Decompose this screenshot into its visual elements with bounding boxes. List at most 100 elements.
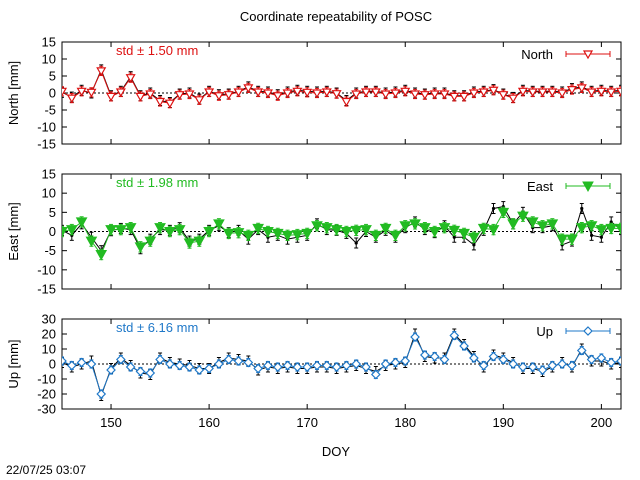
- data-point: [135, 92, 146, 102]
- data-layer: [62, 328, 621, 401]
- data-point: [114, 225, 127, 236]
- data-point: [96, 67, 107, 77]
- data-point: [154, 223, 166, 234]
- data-point: [165, 359, 175, 369]
- data-point: [566, 234, 578, 246]
- legend-label: Up: [536, 324, 553, 339]
- legend-label: North: [521, 47, 553, 62]
- timestamp: 22/07/25 03:07: [6, 463, 86, 477]
- data-point: [518, 362, 528, 372]
- data-point: [311, 89, 323, 99]
- y-tick-label: 10: [42, 52, 56, 67]
- data-point: [361, 362, 371, 372]
- data-point: [164, 227, 176, 238]
- y-tick-label: 0: [49, 357, 56, 372]
- data-point: [184, 362, 195, 372]
- data-point: [281, 230, 294, 242]
- data-layer: [62, 201, 621, 261]
- legend-marker: [582, 50, 594, 60]
- data-point: [350, 225, 363, 237]
- y-tick-label: 20: [42, 327, 56, 342]
- data-point: [115, 354, 126, 365]
- data-point: [576, 345, 587, 356]
- data-point: [174, 360, 185, 371]
- y-axis-label: East [mm]: [6, 202, 21, 261]
- data-point: [575, 223, 588, 234]
- data-point: [419, 91, 430, 100]
- data-point: [409, 219, 421, 230]
- data-point: [135, 366, 146, 377]
- data-point: [262, 89, 273, 99]
- data-point: [86, 359, 97, 369]
- data-point: [62, 356, 67, 366]
- panel-north: 15 10 5 0 -5 -10 -15 North [mm] std ± 1.50 mm Nor…: [6, 35, 622, 152]
- data-point: [360, 225, 372, 236]
- data-point: [272, 92, 283, 101]
- reference-point: [589, 233, 594, 237]
- data-point: [606, 357, 617, 368]
- data-point: [360, 88, 372, 98]
- data-point: [410, 332, 420, 342]
- data-point: [164, 99, 175, 109]
- data-point: [214, 359, 224, 369]
- data-point: [292, 87, 303, 97]
- data-point: [321, 88, 332, 98]
- data-point: [419, 223, 431, 234]
- data-point: [389, 230, 402, 242]
- data-point: [537, 88, 548, 98]
- data-point: [312, 360, 322, 371]
- y-tick-label: 10: [42, 342, 56, 357]
- reference-point: [354, 241, 358, 245]
- data-point: [478, 360, 489, 371]
- data-point: [507, 219, 519, 230]
- data-point: [233, 88, 244, 98]
- data-point: [65, 225, 78, 236]
- y-tick-label: -10: [37, 372, 56, 387]
- data-point: [232, 228, 245, 239]
- data-point: [76, 87, 87, 97]
- data-point: [193, 236, 206, 248]
- y-tick-label: 5: [49, 69, 56, 84]
- data-point: [204, 363, 214, 374]
- data-point: [557, 359, 568, 369]
- data-point: [252, 223, 264, 235]
- y-tick-label: -10: [37, 120, 56, 135]
- data-point: [223, 91, 234, 100]
- data-point: [390, 89, 401, 99]
- data-point: [400, 87, 411, 97]
- data-point: [458, 228, 470, 240]
- data-point: [145, 90, 156, 100]
- reference-point: [491, 206, 496, 211]
- reference-point: [599, 235, 603, 239]
- data-point: [586, 88, 597, 98]
- data-point: [85, 236, 98, 248]
- data-point: [311, 221, 323, 232]
- data-point: [203, 227, 215, 238]
- std-annotation: std ± 6.16 mm: [116, 320, 198, 335]
- data-point: [399, 221, 412, 232]
- data-point: [213, 219, 225, 230]
- data-point: [498, 91, 509, 100]
- data-point: [547, 88, 558, 98]
- data-point: [282, 89, 293, 99]
- data-point: [145, 368, 156, 378]
- data-point: [537, 365, 548, 375]
- data-point: [233, 356, 244, 366]
- data-point: [271, 228, 284, 240]
- reference-point: [609, 220, 613, 224]
- x-tick-label: 170: [296, 415, 318, 430]
- data-point: [204, 88, 215, 98]
- data-point: [125, 362, 136, 372]
- data-point: [438, 223, 451, 234]
- data-point: [595, 225, 608, 236]
- data-point: [615, 223, 621, 235]
- data-point: [429, 90, 440, 100]
- data-point: [449, 92, 460, 102]
- data-point: [380, 359, 391, 369]
- data-point: [508, 94, 519, 104]
- data-layer: [62, 64, 621, 109]
- data-point: [439, 90, 450, 100]
- data-point: [351, 90, 362, 100]
- data-point: [517, 211, 529, 223]
